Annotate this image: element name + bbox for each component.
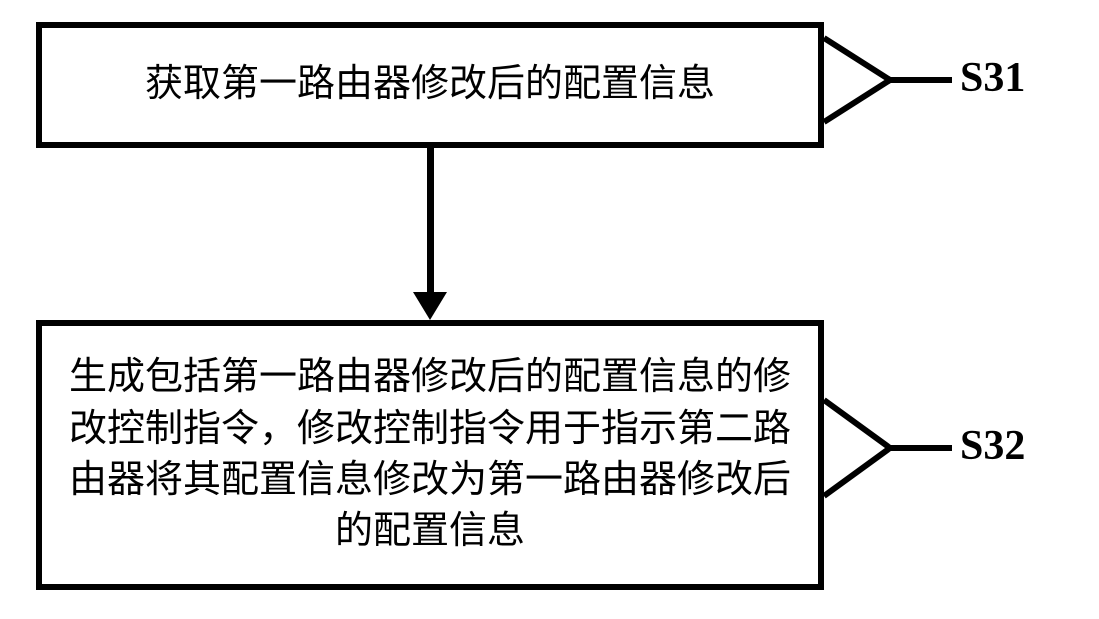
- callout-bracket-s32-line: [824, 400, 890, 496]
- callout-bracket-s32: [0, 0, 1099, 619]
- arrow-head-icon: [413, 292, 447, 320]
- flowchart-stage: 获取第一路由器修改后的配置信息 生成包括第一路由器修改后的配置信息的修改控制指令…: [0, 0, 1099, 619]
- arrow-shaft: [427, 148, 434, 292]
